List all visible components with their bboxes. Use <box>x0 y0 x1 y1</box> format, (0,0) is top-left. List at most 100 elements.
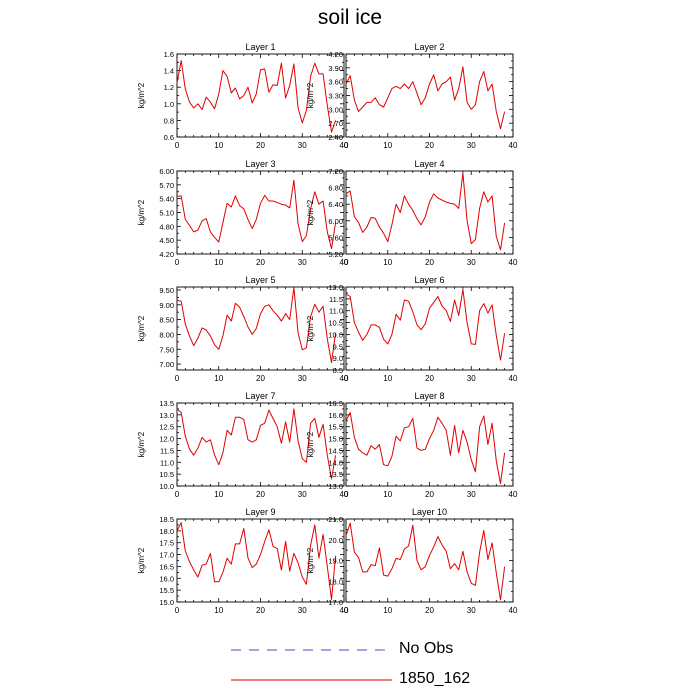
x-tick-label: 20 <box>425 606 434 615</box>
x-tick-label: 40 <box>340 258 349 267</box>
y-tick-label: 3.00 <box>328 105 343 114</box>
y-axis-label: kg/m^2 <box>137 315 146 341</box>
panel-title: Layer 10 <box>412 507 447 517</box>
panel-title: Layer 6 <box>414 275 444 285</box>
y-tick-label: 20.0 <box>328 536 343 545</box>
y-tick-label: 15.5 <box>328 423 343 432</box>
y-tick-label: 10.0 <box>328 330 343 339</box>
x-tick-label: 30 <box>467 374 476 383</box>
y-tick-label: 9.5 <box>333 342 343 351</box>
x-tick-label: 30 <box>467 490 476 499</box>
y-tick-label: 10.5 <box>159 470 174 479</box>
y-tick-label: 18.0 <box>159 527 174 536</box>
y-tick-label: 17.5 <box>159 539 174 548</box>
panel-title: Layer 3 <box>245 159 275 169</box>
x-tick-label: 40 <box>509 374 518 383</box>
panel-title: Layer 1 <box>245 42 275 52</box>
series-line-1 <box>345 288 506 361</box>
y-tick-label: 4.20 <box>159 250 174 259</box>
y-tick-label: 1.6 <box>164 50 174 59</box>
y-tick-label: 1.4 <box>164 67 174 76</box>
x-tick-label: 0 <box>344 374 349 383</box>
x-tick-label: 20 <box>256 490 265 499</box>
y-tick-label: 12.0 <box>328 283 343 292</box>
plot-frame <box>176 53 345 138</box>
y-tick-label: 18.5 <box>159 515 174 524</box>
x-tick-label: 40 <box>509 258 518 267</box>
x-tick-label: 20 <box>256 141 265 150</box>
y-tick-label: 8.00 <box>159 330 174 339</box>
x-tick-label: 40 <box>340 374 349 383</box>
y-tick-label: 21.0 <box>328 515 343 524</box>
x-tick-label: 20 <box>425 141 434 150</box>
y-tick-label: 6.80 <box>328 184 343 193</box>
plot-frame <box>176 402 345 487</box>
x-tick-label: 10 <box>383 258 392 267</box>
y-tick-label: 6.00 <box>328 217 343 226</box>
x-tick-label: 40 <box>340 141 349 150</box>
y-tick-label: 9.0 <box>333 354 343 363</box>
x-tick-label: 0 <box>175 141 180 150</box>
y-tick-label: 12.5 <box>159 423 174 432</box>
y-tick-label: 9.00 <box>159 301 174 310</box>
y-tick-label: 16.5 <box>159 562 174 571</box>
figure-title: soil ice <box>317 6 383 29</box>
x-tick-label: 30 <box>298 258 307 267</box>
panel-layer-7: Layer 7 kg/m^2 0 10 20 30 40 10.0 10.5 11.0 11.5 12… <box>137 391 349 499</box>
y-tick-label: 5.40 <box>159 195 174 204</box>
y-tick-label: 1.2 <box>164 83 174 92</box>
x-tick-label: 10 <box>383 606 392 615</box>
series-line-1 <box>176 287 337 364</box>
y-tick-label: 5.70 <box>159 181 174 190</box>
x-tick-label: 10 <box>214 141 223 150</box>
x-tick-label: 30 <box>467 141 476 150</box>
x-tick-label: 0 <box>175 258 180 267</box>
panel-layer-3: Layer 3 kg/m^2 0 10 20 30 40 4.20 4.50 4.80 5.10 5.… <box>137 159 349 267</box>
x-tick-label: 10 <box>383 374 392 383</box>
y-tick-label: 17.0 <box>328 598 343 607</box>
y-tick-label: 2.70 <box>328 119 343 128</box>
plot-frame <box>345 53 514 138</box>
series-line-1 <box>176 522 337 601</box>
y-tick-label: 16.0 <box>159 574 174 583</box>
x-tick-label: 0 <box>175 606 180 615</box>
y-tick-label: 6.40 <box>328 200 343 209</box>
y-tick-label: 5.60 <box>328 233 343 242</box>
panel-title: Layer 8 <box>414 391 444 401</box>
y-tick-label: 19.0 <box>328 557 343 566</box>
y-tick-label: 0.6 <box>164 133 174 142</box>
y-tick-label: 6.00 <box>159 167 174 176</box>
panel-layer-1: Layer 1 kg/m^2 0 10 20 30 40 0.6 0.8 1.0 1.2 1.4 1.6 <box>137 42 349 150</box>
x-tick-label: 20 <box>425 258 434 267</box>
x-tick-label: 0 <box>175 490 180 499</box>
x-tick-label: 20 <box>256 374 265 383</box>
y-tick-label: 11.0 <box>160 458 174 467</box>
y-tick-label: 15.0 <box>159 598 174 607</box>
x-tick-label: 30 <box>467 606 476 615</box>
x-tick-label: 20 <box>256 258 265 267</box>
y-tick-label: 4.20 <box>328 50 343 59</box>
y-tick-label: 11.0 <box>329 307 343 316</box>
x-tick-label: 10 <box>214 374 223 383</box>
x-tick-label: 10 <box>383 490 392 499</box>
series-line-1 <box>176 179 337 249</box>
y-tick-label: 12.0 <box>159 435 174 444</box>
y-axis-label: kg/m^2 <box>306 547 315 573</box>
x-tick-label: 10 <box>214 490 223 499</box>
y-tick-label: 1.0 <box>164 100 174 109</box>
y-tick-label: 3.30 <box>328 92 343 101</box>
panel-title: Layer 9 <box>245 507 275 517</box>
x-tick-label: 40 <box>509 490 518 499</box>
y-axis-label: kg/m^2 <box>137 199 146 225</box>
y-tick-label: 7.50 <box>159 345 174 354</box>
x-tick-label: 40 <box>340 490 349 499</box>
panel-layer-8: Layer 8kg/m^20 10 20 30 4013.013.514.014.515… <box>306 391 518 499</box>
y-axis-label: kg/m^2 <box>306 431 315 457</box>
y-tick-label: 10.5 <box>328 319 343 328</box>
x-tick-label: 30 <box>298 490 307 499</box>
x-tick-label: 0 <box>344 606 349 615</box>
y-axis-label: kg/m^2 <box>306 315 315 341</box>
y-tick-label: 13.5 <box>159 399 174 408</box>
y-tick-label: 11.5 <box>160 446 174 455</box>
